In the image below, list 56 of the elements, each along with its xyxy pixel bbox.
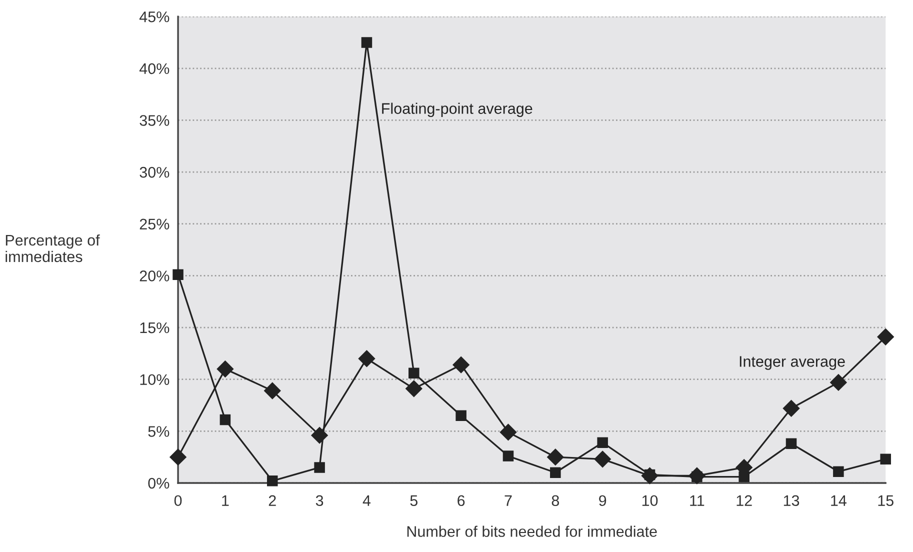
y-tick-label: 5% [148,426,170,437]
point [738,471,750,482]
point [833,466,844,477]
point [264,382,281,400]
x-tick-label: 0 [174,495,182,506]
point [216,360,234,378]
x-tick-label: 10 [642,495,658,506]
x-tick-label: 6 [458,495,465,506]
y-tick-label: 20% [140,270,170,282]
point [266,476,278,486]
point [170,448,186,466]
x-tick-label: 8 [552,495,559,506]
x-tick-label: 13 [784,495,800,506]
x-tick-label: 9 [599,495,606,506]
point [502,450,514,462]
x-tick-label: 5 [410,495,418,506]
x-tick-label: 7 [504,495,512,506]
point [361,37,372,48]
point [877,328,894,346]
y-tick-label: 25% [140,218,170,230]
y-tick-label: 15% [140,322,170,334]
point [500,424,517,441]
point [452,356,470,374]
point [358,350,376,367]
point [786,438,797,449]
point [550,467,561,478]
point [880,454,891,465]
point [456,410,466,422]
series-label: Floating-point average [382,102,532,117]
x-tick-label: 11 [690,495,704,506]
y-tick-label: 0% [148,478,170,489]
y-tick-label: 45% [139,11,170,22]
x-tick-label: 15 [878,495,894,506]
point [408,368,420,379]
y-axis-title: Percentage of immediates [6,234,100,262]
point [547,448,564,466]
point [830,374,847,391]
point [172,269,184,280]
y-tick-label: 35% [140,115,170,126]
y-tick-label: 30% [140,166,170,178]
x-tick-label: 12 [736,495,752,506]
x-tick-label: 3 [316,495,324,506]
y-tick-label: 10% [140,374,170,386]
point [314,462,325,473]
point [782,400,800,417]
x-tick-label: 1 [222,495,229,506]
x-tick-label: 2 [268,495,276,506]
point [406,380,422,398]
point [220,414,231,426]
x-tick-label: 4 [362,495,371,506]
series-label: Integer average [740,356,845,370]
x-tick-label: 14 [831,495,846,506]
point [597,437,608,448]
y-tick-label: 40% [139,63,170,74]
x-axis-title: Number of bits needed for immediate [407,526,657,537]
point [594,450,611,468]
